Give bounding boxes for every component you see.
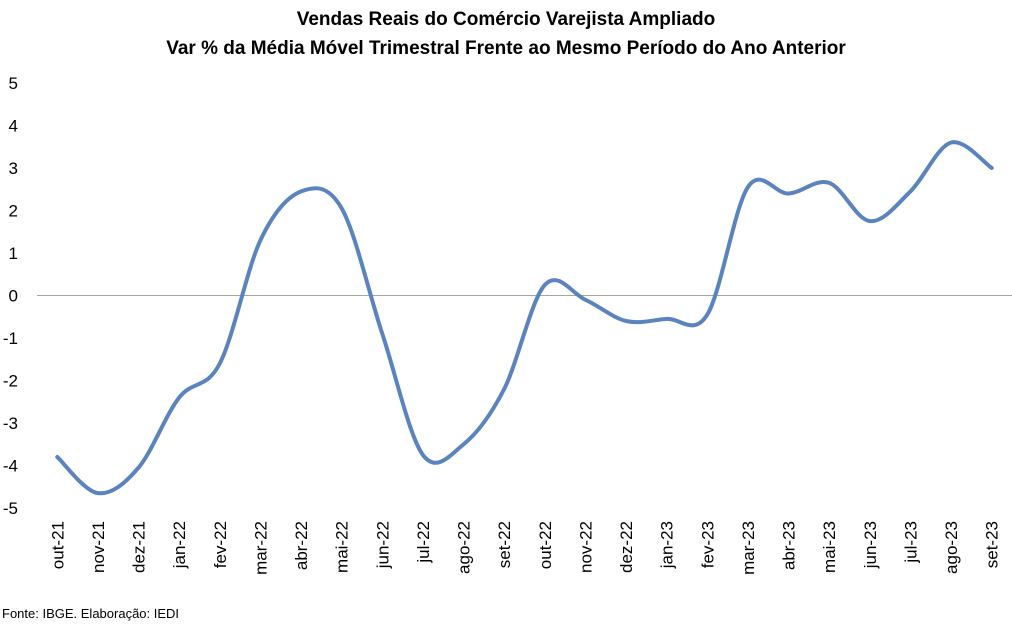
x-tick-label: jun-23 (861, 521, 880, 569)
chart-title: Vendas Reais do Comércio Varejista Ampli… (0, 5, 1012, 63)
x-tick-label: dez-21 (130, 521, 149, 573)
y-tick-label: -1 (3, 329, 18, 348)
x-tick-label: ago-22 (455, 521, 474, 574)
x-tick-label: jul-23 (901, 521, 920, 564)
source-note: Fonte: IBGE. Elaboração: IEDI (2, 606, 180, 621)
y-tick-label: -2 (3, 372, 18, 391)
y-tick-label: 4 (9, 117, 18, 136)
y-tick-label: 5 (9, 74, 18, 93)
x-tick-label: jan-23 (658, 521, 677, 569)
y-tick-label: 0 (9, 287, 18, 306)
y-tick-label: 1 (9, 244, 18, 263)
x-tick-label: mar-22 (251, 521, 270, 575)
x-tick-label: nov-22 (576, 521, 595, 573)
x-tick-label: ago-23 (942, 521, 961, 574)
x-tick-label: abr-22 (292, 521, 311, 570)
y-tick-label: -3 (3, 414, 18, 433)
x-tick-label: mai-22 (333, 521, 352, 573)
x-tick-label: nov-21 (89, 521, 108, 573)
y-tick-label: 3 (9, 159, 18, 178)
chart-title-line-1: Vendas Reais do Comércio Varejista Ampli… (296, 9, 716, 30)
x-tick-label: jan-22 (170, 521, 189, 569)
y-axis-tick-labels: 5 4 3 2 1 0 -1 -2 -3 -4 -5 (3, 74, 18, 518)
x-tick-label: mar-23 (739, 521, 758, 575)
x-tick-label: abr-23 (780, 521, 799, 570)
y-tick-label: -5 (3, 499, 18, 518)
x-tick-label: dez-22 (617, 521, 636, 573)
series-line (55, 140, 994, 496)
x-tick-label: out-22 (536, 521, 555, 569)
x-tick-label: mai-23 (820, 521, 839, 573)
x-tick-label: jun-22 (373, 521, 392, 569)
x-tick-label: set-23 (983, 521, 1002, 568)
chart-subtitle: Var % da Média Móvel Trimestral Frente a… (166, 38, 846, 59)
x-tick-label: set-22 (495, 521, 514, 568)
x-axis-tick-labels: out-21 nov-21 dez-21 jan-22 fev-22 mar-22 abr-… (48, 521, 1001, 575)
x-tick-label: fev-22 (211, 521, 230, 568)
x-tick-label: jul-22 (414, 521, 433, 564)
x-tick-label: fev-23 (698, 521, 717, 568)
x-tick-label: out-21 (48, 521, 67, 569)
y-tick-label: -4 (3, 457, 18, 476)
y-tick-label: 2 (9, 202, 18, 221)
